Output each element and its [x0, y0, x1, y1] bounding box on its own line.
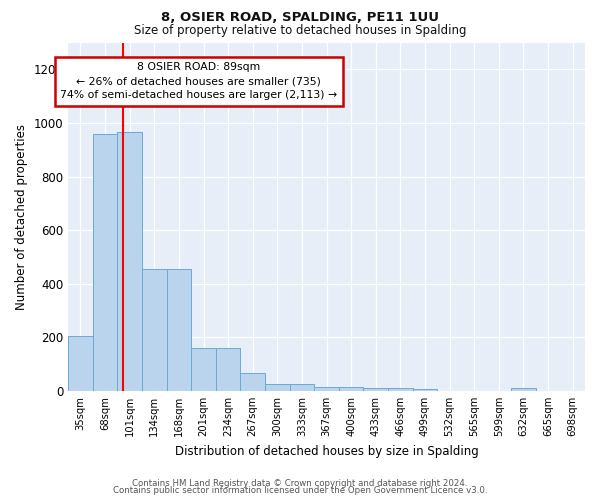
Bar — [142, 269, 167, 391]
Bar — [388, 388, 413, 391]
Bar — [167, 269, 191, 391]
Bar — [339, 388, 364, 391]
Bar — [265, 384, 290, 391]
Bar — [314, 388, 339, 391]
Bar — [511, 388, 536, 391]
Text: Size of property relative to detached houses in Spalding: Size of property relative to detached ho… — [134, 24, 466, 37]
Bar — [290, 384, 314, 391]
Bar — [241, 372, 265, 391]
Bar — [216, 348, 241, 391]
Bar — [68, 336, 93, 391]
X-axis label: Distribution of detached houses by size in Spalding: Distribution of detached houses by size … — [175, 444, 478, 458]
Text: 8 OSIER ROAD: 89sqm
← 26% of detached houses are smaller (735)
74% of semi-detac: 8 OSIER ROAD: 89sqm ← 26% of detached ho… — [60, 62, 337, 100]
Text: Contains public sector information licensed under the Open Government Licence v3: Contains public sector information licen… — [113, 486, 487, 495]
Bar — [364, 388, 388, 391]
Bar — [191, 348, 216, 391]
Y-axis label: Number of detached properties: Number of detached properties — [15, 124, 28, 310]
Bar — [93, 134, 118, 391]
Bar — [413, 389, 437, 391]
Bar — [118, 132, 142, 391]
Text: 8, OSIER ROAD, SPALDING, PE11 1UU: 8, OSIER ROAD, SPALDING, PE11 1UU — [161, 11, 439, 24]
Text: Contains HM Land Registry data © Crown copyright and database right 2024.: Contains HM Land Registry data © Crown c… — [132, 478, 468, 488]
